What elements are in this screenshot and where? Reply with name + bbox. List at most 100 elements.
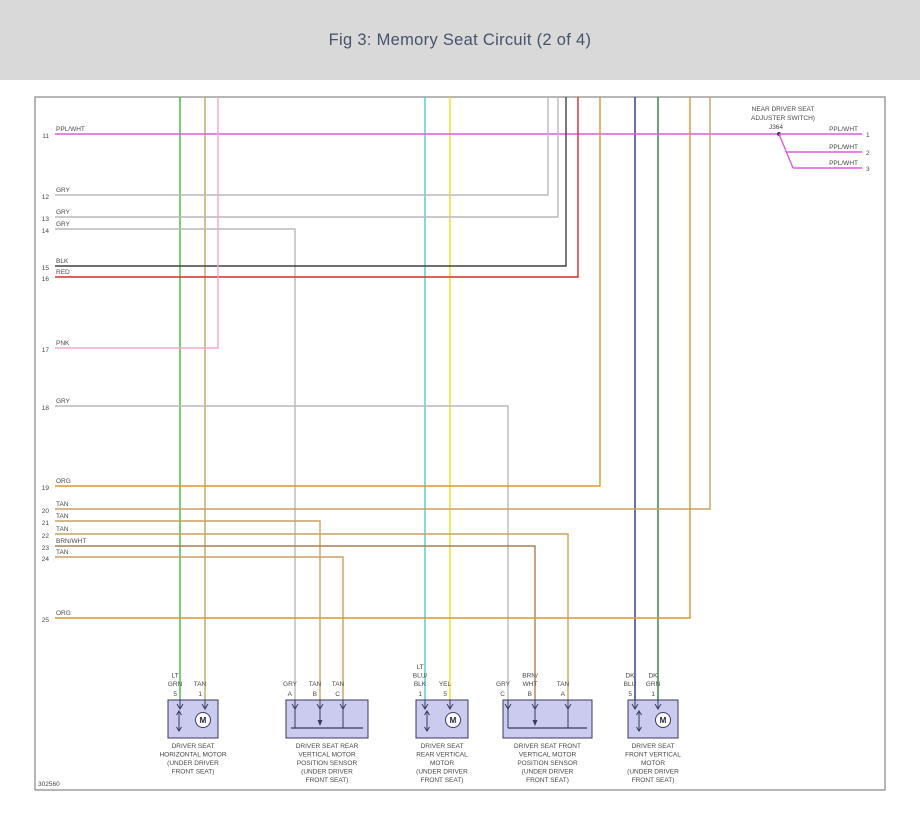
- wire-18-gry: [55, 405, 509, 700]
- component-caption-line: (UNDER DRIVER: [301, 769, 353, 776]
- wire-number: 23: [42, 545, 50, 552]
- pin-wire-color-label: TAN: [332, 681, 345, 688]
- wire-number: 22: [42, 533, 50, 540]
- component-caption-line: POSITION SENSOR: [517, 760, 578, 767]
- component-3-motor: M 1 LT BLU/BLK 5 YEL DRIVER SEAT REAR VERTICALM…: [413, 664, 469, 784]
- wire-number: 14: [42, 228, 50, 235]
- pin-wire-color-label: LT: [171, 673, 178, 680]
- pin-label: 5: [443, 691, 447, 698]
- pin-wire-color-label: LT: [416, 664, 423, 671]
- component-caption-line: (UNDER DRIVER: [627, 769, 679, 776]
- wire-number: 17: [42, 347, 50, 354]
- component-caption-line: (UNDER DRIVER: [416, 769, 468, 776]
- wire-color-label: ORG: [56, 610, 71, 617]
- wiper-arrow-icon: [532, 720, 538, 726]
- wire-21-tan: [55, 520, 321, 700]
- wire-color-label: TAN: [56, 549, 69, 556]
- pin-wire-color-label: BLU: [624, 681, 637, 688]
- pin-wire-color-label: WHT: [523, 681, 538, 688]
- switch-pin-wire-label: PPL/WHT: [829, 160, 858, 167]
- diagram-frame: [34, 96, 886, 791]
- wire-24-tan: [55, 556, 344, 700]
- switch-title-line2: ADJUSTER SWITCH): [751, 115, 815, 122]
- pin-label: B: [313, 691, 317, 698]
- pin-wire-color-label: TAN: [309, 681, 322, 688]
- component-caption-line: DRIVER SEAT: [632, 743, 675, 750]
- wire-25-org: [55, 97, 691, 619]
- wire-number: 15: [42, 265, 50, 272]
- arrow-head-down-icon: [176, 726, 182, 732]
- pin-wire-color-label: YEL: [439, 681, 452, 688]
- pin-label: A: [561, 691, 566, 698]
- near-driver-seat-adjuster-switch: NEAR DRIVER SEAT ADJUSTER SWITCH) J364 PPL/…: [751, 106, 870, 173]
- switch-wire: [778, 133, 794, 169]
- switch-connector-label: J364: [769, 124, 783, 131]
- component-caption-line: FRONT SEAT): [526, 777, 569, 784]
- pin-label: C: [335, 691, 340, 698]
- wire-number: 25: [42, 617, 50, 624]
- wiper-arrow-icon: [317, 720, 323, 726]
- wire-12-gry: [55, 97, 549, 196]
- pin-wire-color-label: GRY: [283, 681, 298, 688]
- component-caption-line: DRIVER SEAT REAR: [296, 743, 359, 750]
- wire-color-label: PNK: [56, 340, 70, 347]
- pin-label: C: [500, 691, 505, 698]
- pin-label: A: [288, 691, 293, 698]
- wire-number: 19: [42, 485, 50, 492]
- pin-wire-color-label: BLK: [414, 681, 427, 688]
- arrow-head-up-icon: [636, 710, 642, 716]
- component-caption-line: VERTICAL MOTOR: [519, 752, 577, 759]
- switch-pin-wire-label: PPL/WHT: [829, 144, 858, 151]
- figure-title-bar: Fig 3: Memory Seat Circuit (2 of 4): [0, 0, 920, 80]
- pin-wire-color-label: BLU/: [413, 673, 428, 680]
- wire-17-pnk: [55, 97, 219, 349]
- component-caption-line: FRONT SEAT): [306, 777, 349, 784]
- pin-arrow-icon: [421, 703, 429, 710]
- arrow-head-up-icon: [424, 710, 430, 716]
- wire-color-label: GRY: [56, 398, 71, 405]
- arrow-head-down-icon: [636, 726, 642, 732]
- wire-15-blk: [55, 97, 567, 267]
- pin-wire-color-label: TAN: [194, 681, 207, 688]
- wire-20-tan: [55, 97, 711, 510]
- switch-title-line1: NEAR DRIVER SEAT: [752, 106, 815, 113]
- wire-number: 12: [42, 194, 50, 201]
- component-caption-line: FRONT SEAT): [172, 769, 215, 776]
- wire-19-org: [55, 97, 601, 487]
- wire-color-label: ORG: [56, 478, 71, 485]
- component-caption-line: REAR VERTICAL: [416, 752, 468, 759]
- pin-wire-color-label: BRN/: [522, 673, 538, 680]
- component-caption-line: MOTOR: [641, 760, 665, 767]
- wire-13-gry: [55, 97, 559, 218]
- component-caption-line: FRONT SEAT): [421, 777, 464, 784]
- wire-number: 16: [42, 276, 50, 283]
- wire-color-label: TAN: [56, 513, 69, 520]
- component-caption-line: HORIZONTAL MOTOR: [159, 752, 226, 759]
- pin-label: 5: [628, 691, 632, 698]
- wire-color-label: GRY: [56, 187, 71, 194]
- pin-wire-color-label: DK: [648, 673, 658, 680]
- pin-arrow-icon: [176, 703, 184, 710]
- wire-color-label: GRY: [56, 209, 71, 216]
- pin-wire-color-label: GRY: [496, 681, 511, 688]
- switch-pin-number: 2: [866, 150, 870, 157]
- component-4-sensor: C GRY B BRN/WHT A TAN DRIVER SEAT FRONT VERTICA…: [496, 673, 593, 784]
- pin-wire-color-label: GRN: [646, 681, 661, 688]
- pin-wire-color-label: DK: [625, 673, 635, 680]
- wire-number: 18: [42, 405, 50, 412]
- wire-14-gry: [55, 228, 296, 700]
- wire-16-red: [55, 97, 579, 278]
- component-caption-line: FRONT VERTICAL: [625, 752, 681, 759]
- pin-arrow-icon: [631, 703, 639, 710]
- switch-pin-number: 1: [866, 132, 870, 139]
- wire-number: 11: [42, 133, 49, 140]
- arrow-head-up-icon: [176, 710, 182, 716]
- wire-23-brnwht: [55, 545, 536, 700]
- component-caption-line: DRIVER SEAT FRONT: [514, 743, 581, 750]
- sensor-box: [285, 699, 369, 739]
- motor-symbol-icon: [195, 712, 211, 728]
- arrow-head-down-icon: [424, 726, 430, 732]
- wire-color-label: PPL/WHT: [56, 126, 85, 133]
